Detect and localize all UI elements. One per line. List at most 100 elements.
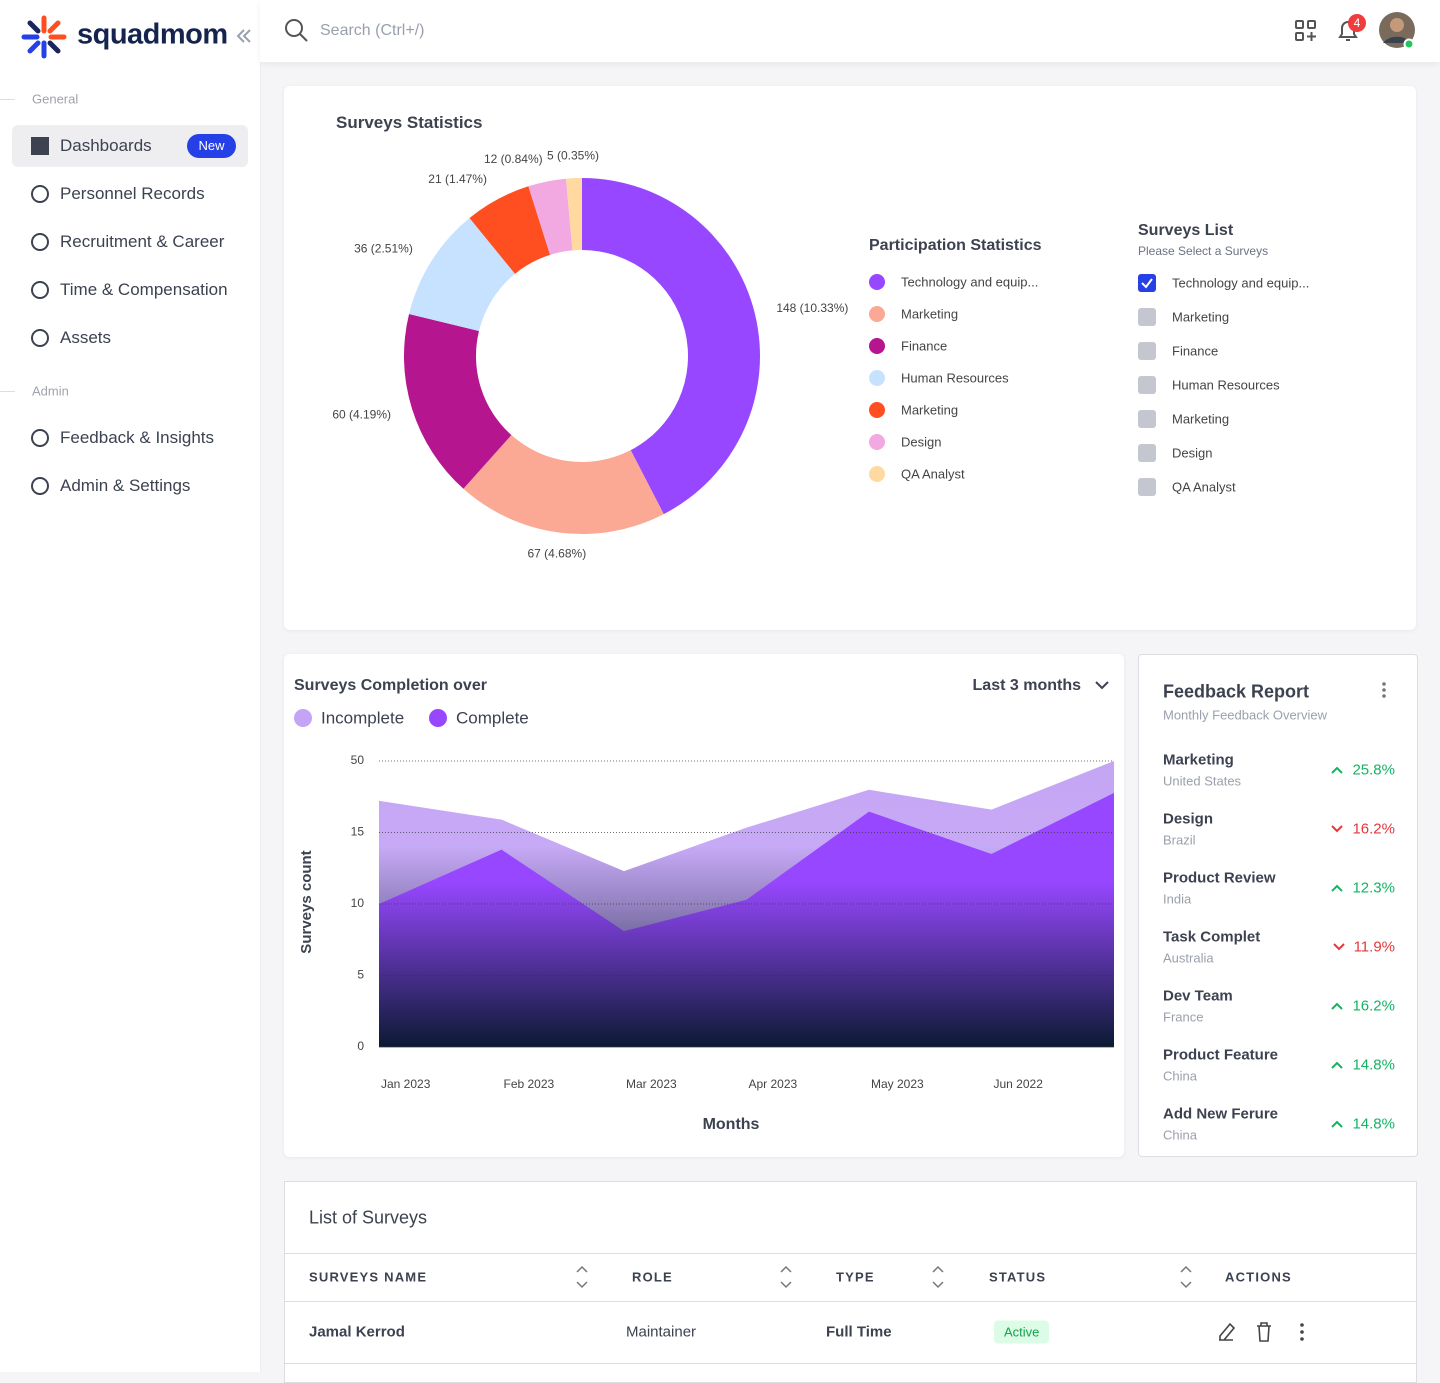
icon-shape: [31, 281, 49, 299]
checkbox[interactable]: [1138, 342, 1156, 360]
edit-icon[interactable]: [1219, 1322, 1236, 1341]
list-item: Marketing: [1172, 411, 1230, 427]
nav-item[interactable]: Admin & Settings: [60, 476, 191, 495]
legend-label: Marketing: [901, 402, 959, 418]
trend-icon: [1331, 1120, 1344, 1128]
card-title: Feedback Report: [1163, 681, 1310, 702]
column-header: ROLE: [632, 1269, 673, 1285]
column-header: TYPE: [836, 1269, 875, 1285]
list-item: Finance: [1172, 343, 1219, 359]
icon-shape: [31, 429, 49, 447]
checkbox[interactable]: [1138, 376, 1156, 394]
legend-swatch: [869, 306, 885, 322]
x-tick-label: Apr 2023: [749, 1077, 798, 1091]
collapse-icon[interactable]: [236, 28, 252, 44]
area-chart: Surveys Completion over Last 3 months Mo…: [294, 677, 1114, 1133]
trend-arrow: [1332, 943, 1345, 951]
sort-icon[interactable]: [931, 1265, 945, 1289]
trend-icon: [1331, 825, 1344, 833]
nav-item[interactable]: Assets: [60, 328, 112, 347]
item-country: Australia: [1163, 950, 1214, 966]
slice-label: 5 (0.35%): [547, 148, 599, 162]
item-name: Product Feature: [1163, 1046, 1279, 1064]
nav-item[interactable]: Feedback & Insights: [60, 428, 215, 447]
delete-icon[interactable]: [1257, 1322, 1271, 1342]
donut-slice: [565, 178, 582, 251]
sort-icon[interactable]: [1179, 1265, 1193, 1289]
legend-swatch: [869, 370, 885, 386]
item-country: France: [1163, 1009, 1204, 1025]
checkbox-box: [1138, 376, 1156, 394]
item-change: 14.8%: [1352, 1056, 1395, 1074]
slice-label: 60 (4.19%): [332, 408, 391, 422]
x-tick-label: May 2023: [871, 1077, 924, 1091]
dropdown-icon[interactable]: [1095, 681, 1109, 690]
item-change: 25.8%: [1352, 761, 1395, 779]
item-change: 14.8%: [1352, 1115, 1395, 1133]
nav-item[interactable]: Personnel Records: [60, 184, 205, 203]
sort-icon[interactable]: [575, 1265, 589, 1289]
nav-item[interactable]: Time & Compensation: [60, 280, 228, 299]
card-title: Surveys Statistics: [336, 113, 483, 132]
checkbox-box: [1138, 444, 1156, 462]
sort-icon[interactable]: [779, 1265, 793, 1289]
checkbox[interactable]: [1138, 444, 1156, 462]
more-dot: [1300, 1330, 1304, 1334]
sort-arrows: [932, 1265, 944, 1289]
legend-label: QA Analyst: [901, 466, 965, 482]
table-cell: Maintainer: [626, 1323, 697, 1341]
sidebar: squadmom General New Dashboards Personnel R…: [0, 0, 261, 1372]
menu-icon[interactable]: [1379, 681, 1389, 701]
period-select[interactable]: Last 3 months: [973, 677, 1082, 694]
x-tick-label: Mar 2023: [626, 1077, 677, 1091]
item-name: Design: [1163, 810, 1214, 828]
list-item: Design: [1172, 445, 1213, 461]
column-header: STATUS: [989, 1269, 1047, 1285]
row-actions[interactable]: [1215, 1320, 1315, 1344]
check-mark: [1141, 278, 1153, 289]
checkbox-box: [1138, 478, 1156, 496]
donut-slice: [528, 178, 573, 255]
x-tick-label: Jun 2022: [994, 1077, 1044, 1091]
trend-arrow: [1331, 1120, 1344, 1128]
slice-label: 148 (10.33%): [776, 301, 848, 315]
donut-slice: [582, 178, 761, 515]
nav-item[interactable]: Dashboards: [60, 136, 152, 155]
item-change: 12.3%: [1352, 879, 1395, 897]
apps-icon[interactable]: [1295, 20, 1317, 42]
nav-icon: [31, 185, 49, 203]
column-header: SURVEYS NAME: [309, 1269, 428, 1285]
x-tick-label: Feb 2023: [504, 1077, 555, 1091]
item-country: Brazil: [1163, 832, 1196, 848]
trend-icon: [1331, 766, 1344, 774]
icon-shape: [31, 137, 49, 155]
legend-swatch: [869, 466, 885, 482]
item-country: China: [1163, 1068, 1197, 1084]
more-dot: [1300, 1323, 1304, 1327]
checkbox[interactable]: [1138, 274, 1156, 292]
column-header: ACTIONS: [1225, 1269, 1292, 1285]
avatar[interactable]: [1377, 11, 1417, 51]
slice-label: 67 (4.68%): [528, 547, 587, 561]
nav-item[interactable]: Recruitment & Career: [60, 232, 225, 251]
list-title: Surveys List: [1138, 222, 1234, 239]
x-tick-label: Jan 2023: [381, 1077, 431, 1091]
donut-slice: [404, 313, 512, 489]
checkbox[interactable]: [1138, 478, 1156, 496]
nav-badge: New: [187, 134, 236, 158]
item-change: 16.2%: [1352, 997, 1395, 1015]
list-item: Marketing: [1172, 309, 1230, 325]
checkbox[interactable]: [1138, 308, 1156, 326]
feedback-report-card: Feedback Report Monthly Feedback Overvie…: [1138, 654, 1418, 1157]
trend-arrow: [1331, 766, 1344, 774]
nav-icon: [31, 329, 49, 347]
item-country: United States: [1163, 773, 1242, 789]
checkbox-box: [1138, 410, 1156, 428]
area-series: [379, 792, 1114, 1047]
search-input[interactable]: Search (Ctrl+/): [320, 22, 425, 39]
item-name: Product Review: [1163, 869, 1276, 887]
trend-icon: [1331, 1061, 1344, 1069]
checkbox[interactable]: [1138, 410, 1156, 428]
donut-chart: 148 (10.33%) 67 (4.68%) 60 (4.19%) 36 (2.51…: [332, 148, 848, 561]
slice-label: 36 (2.51%): [354, 241, 413, 255]
